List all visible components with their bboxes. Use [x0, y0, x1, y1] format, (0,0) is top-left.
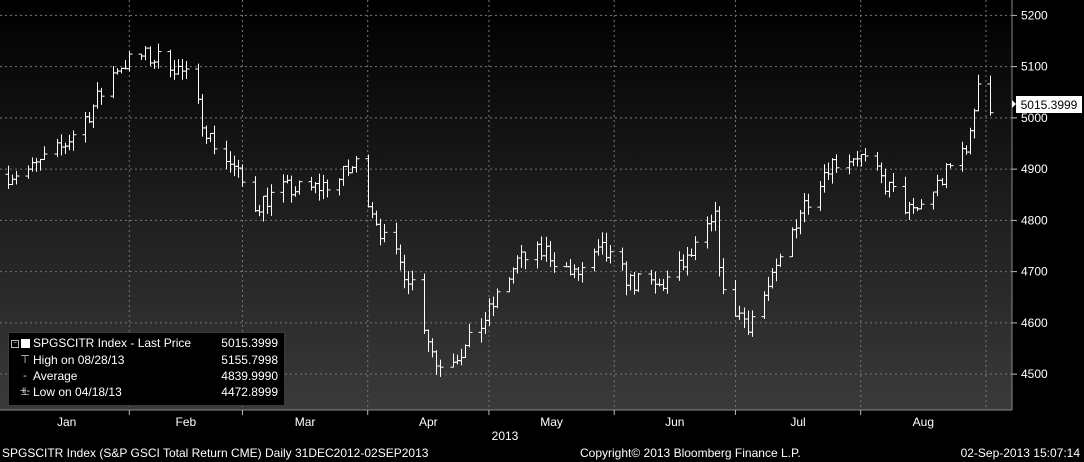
ohlc-bar: [239, 164, 246, 187]
x-tick-label: Feb: [176, 415, 197, 429]
legend-row-low: ⊥ Low on 04/18/13 4472.8999: [9, 385, 284, 400]
ohlc-bar: [975, 74, 982, 112]
y-tick-label: 4700: [1021, 265, 1048, 279]
y-tick-label: 4600: [1021, 316, 1048, 330]
legend-value: 5015.3999: [221, 336, 278, 350]
ohlc-bar: [211, 125, 218, 155]
ohlc-bar: [947, 163, 954, 169]
x-axis-panel: [0, 410, 1012, 444]
footer-timestamp: 02-Sep-2013 15:07:14: [960, 446, 1080, 460]
legend-label: High on 08/28/13: [33, 353, 125, 367]
ohlc-bar: [862, 148, 869, 162]
legend-label: SPGSCITR Index - Last Price: [33, 336, 192, 350]
ohlc-bar: [409, 270, 416, 291]
x-tick-label: May: [540, 415, 563, 429]
ohlc-bar: [70, 130, 77, 151]
ohlc-bar: [268, 184, 275, 216]
footer-copyright: Copyright© 2013 Bloomberg Finance L.P.: [580, 446, 801, 460]
ohlc-bar: [890, 173, 897, 193]
y-tick-label: 4900: [1021, 162, 1048, 176]
ohlc-bar: [664, 270, 671, 294]
x-axis-year-label: 2013: [492, 429, 519, 443]
legend-label: Average: [33, 369, 78, 383]
legend-label: Low on 04/18/13: [33, 385, 122, 399]
footer-security-description: SPGSCITR Index (S&P GSCI Total Return CM…: [2, 446, 429, 460]
y-tick-label: 5000: [1021, 111, 1048, 125]
ohlc-bar: [551, 252, 558, 273]
y-tick-label: 5100: [1021, 60, 1048, 74]
ohlc-bar: [466, 323, 473, 348]
ohlc-bar: [987, 75, 994, 116]
x-tick-label: Jun: [665, 415, 684, 429]
ohlc-bar: [494, 288, 501, 309]
y-tick-label: 5200: [1021, 8, 1048, 22]
square-swatch-icon: [21, 339, 30, 348]
ohlc-bar: [522, 251, 529, 270]
legend-row-average: -+- Average 4839.9990: [9, 369, 284, 397]
x-tick-label: Aug: [913, 415, 934, 429]
x-tick-label: Jan: [57, 415, 76, 429]
collapse-icon[interactable]: −: [11, 340, 19, 348]
ohlc-bar: [635, 273, 642, 293]
ohlc-bar: [692, 236, 699, 261]
footer-bar: SPGSCITR Index (S&P GSCI Total Return CM…: [0, 444, 1084, 462]
ohlc-bar: [720, 258, 727, 295]
ohlc-bar: [13, 170, 20, 185]
average-marker-icon: -+-: [19, 370, 31, 397]
legend-row-last-price: − SPGSCITR Index - Last Price 5015.3999: [9, 336, 284, 351]
ohlc-bar: [437, 359, 444, 377]
ohlc-bar: [353, 155, 360, 173]
y-tick-label: 4800: [1021, 213, 1048, 227]
ohlc-bar: [155, 43, 162, 69]
y-axis-panel: [1012, 0, 1084, 444]
low-marker-icon: ⊥: [20, 386, 30, 398]
ohlc-bar: [579, 262, 586, 283]
x-tick-label: Mar: [295, 415, 316, 429]
x-tick-label: Apr: [419, 415, 438, 429]
ohlc-bar: [777, 253, 784, 267]
legend-value: 4472.8999: [221, 385, 278, 399]
y-tick-label: 4500: [1021, 367, 1048, 381]
legend-row-high: ⊤ High on 08/28/13 5155.7998: [9, 353, 284, 368]
ohlc-bar: [324, 179, 331, 198]
legend-value: 5155.7998: [221, 353, 278, 367]
high-marker-icon: ⊤: [20, 354, 30, 366]
ohlc-bar: [126, 51, 133, 72]
ohlc-bar: [749, 310, 756, 337]
x-tick-label: Jul: [790, 415, 805, 429]
ohlc-bar: [183, 60, 190, 80]
legend-value: 4839.9990: [221, 369, 278, 383]
last-price-marker: 5015.3999: [1012, 96, 1082, 113]
legend-box: − SPGSCITR Index - Last Price 5015.3999 …: [8, 332, 285, 406]
ohlc-bar: [607, 245, 614, 264]
ohlc-bar: [98, 87, 105, 105]
ohlc-bar: [918, 199, 925, 210]
ohlc-bar: [833, 154, 840, 173]
last-price-label: 5015.3999: [1021, 98, 1078, 112]
ohlc-bar: [381, 223, 388, 243]
ohlc-bar: [296, 180, 303, 195]
ohlc-bar: [41, 146, 48, 160]
ohlc-bar: [805, 193, 812, 215]
